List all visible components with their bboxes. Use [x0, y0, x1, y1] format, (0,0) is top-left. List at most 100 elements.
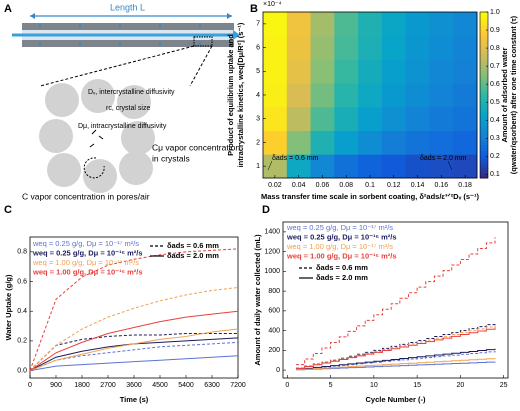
heat-cell [334, 130, 359, 155]
y-tick-label: 600 [268, 308, 280, 315]
legend-entry: δads = 2.0 mm [167, 251, 219, 260]
heat-cell [263, 130, 288, 155]
y-tick-label: 0.0 [17, 367, 27, 374]
colorbar-step [480, 161, 488, 165]
heat-cell [310, 154, 335, 179]
colorbar-step [480, 136, 488, 140]
colorbar-step [480, 144, 488, 149]
heat-cell [310, 35, 335, 60]
y-tick-label: 1400 [264, 229, 280, 236]
colorbar-step [480, 20, 488, 24]
legend-entry: δads = 2.0 mm [316, 273, 368, 282]
cycle-arrow [83, 157, 105, 179]
x-tick-label: 0.12 [387, 182, 401, 189]
heat-cell [405, 12, 430, 37]
x-axis-label: Cycle Number (-) [365, 395, 426, 404]
diffusion-arrows [39, 24, 201, 46]
x-tick-label: 0.04 [292, 182, 306, 189]
colorbar-step [480, 117, 488, 121]
heat-cell [405, 59, 430, 84]
colorbar-step [480, 122, 488, 126]
legend-entry: weq = 0.25 g/g, Dμ = 10⁻¹⁶ m²/s [32, 248, 143, 257]
colorbar-tick-label: 0.7 [490, 63, 500, 70]
crystals [39, 79, 155, 193]
colorbar-step [480, 130, 488, 135]
y-tick-label: 0.4 [17, 308, 27, 315]
colorbar-step [480, 108, 488, 113]
x-tick-label: 2700 [100, 382, 116, 389]
colorbar-step [480, 139, 488, 143]
x-tick-label: 0 [285, 382, 289, 389]
colorbar-tick-label: 0.9 [490, 27, 500, 34]
heat-cell [453, 35, 478, 60]
colorbar-step [480, 153, 488, 157]
colorbar-step [480, 95, 488, 99]
panel-label: D [262, 204, 270, 216]
heat-cell [263, 106, 288, 131]
panel-label: B [250, 3, 258, 15]
y-tick-label: 0.2 [17, 338, 27, 345]
heat-cell [453, 106, 478, 131]
heat-cell [405, 154, 430, 179]
colorbar-tick-label: 1.0 [490, 9, 500, 16]
y-axis-label: intracrystalline kinetics, weq[Dμ/R²] (s… [236, 22, 245, 167]
colorbar-step [480, 106, 488, 110]
heat-cell [381, 130, 407, 155]
heat-cell [263, 154, 288, 179]
annotation: δads = 0.6 mm [272, 155, 319, 162]
x-axis-label: Time (s) [120, 395, 149, 404]
colorbar-step [480, 28, 488, 32]
colorbar-step [480, 23, 488, 27]
heat-cell [381, 12, 407, 37]
y-tick-label: 1000 [264, 268, 280, 275]
colorbar-step [480, 78, 488, 82]
length-label: Length L [110, 2, 145, 12]
colorbar-step [480, 61, 488, 66]
heat-cell [286, 154, 311, 179]
colorbar-step [480, 64, 488, 68]
y-tick-label: 5 [256, 68, 260, 75]
legend-entry: weq = 1.00 g/g, Dμ = 10⁻¹⁶ m²/s [286, 251, 397, 260]
legend-entry: weq = 1.00 g/g, Dμ = 10⁻¹⁷ m²/s [286, 242, 393, 251]
y-tick-label: 4 [256, 92, 260, 99]
colorbar-step [480, 97, 488, 102]
legend-entry: weq = 0.25 g/g, Dμ = 10⁻¹⁷ m²/s [32, 239, 139, 248]
heat-cell [263, 83, 288, 108]
zoom-box [193, 36, 213, 47]
x-tick-label: 5 [329, 382, 333, 389]
colorbar-step [480, 42, 488, 46]
cmu-label: in crystals [152, 153, 190, 163]
heat-cell [263, 12, 288, 37]
colorbar-step [480, 12, 488, 16]
plot-frame [29, 236, 239, 379]
colorbar-step [480, 67, 488, 71]
colorbar-step [480, 166, 488, 171]
y-tick-label: 400 [268, 327, 280, 334]
heat-cell [453, 130, 478, 155]
series-line [295, 348, 496, 370]
heat-cell [453, 83, 478, 108]
colorbar-step [480, 92, 488, 96]
panel-a: A Length L Dᵥ, intercrystalline diffusiv… [4, 2, 240, 201]
x-tick-label: 0.18 [458, 182, 472, 189]
series-line [29, 332, 238, 371]
x-tick-label: 0.06 [316, 182, 330, 189]
cmu-label: Cμ vapor concentration [152, 142, 240, 152]
heat-cell [334, 154, 359, 179]
colorbar-step [480, 103, 488, 107]
y-axis-label: Water Uptake (g/g) [4, 274, 13, 340]
heat-cell [429, 83, 454, 108]
heat-cell [286, 106, 311, 131]
x-tick-label: 0.1 [365, 182, 375, 189]
colorbar-step [480, 89, 488, 93]
heat-cell [405, 130, 430, 155]
series-line [295, 327, 496, 369]
heat-cell [429, 130, 454, 155]
heat-cell [358, 106, 383, 131]
heat-cell [358, 35, 383, 60]
heat-cell [286, 59, 311, 84]
heat-cell [334, 59, 359, 84]
heat-cell [286, 35, 311, 60]
colorbar-step [480, 100, 488, 104]
y-tick-label: 2 [256, 139, 260, 146]
